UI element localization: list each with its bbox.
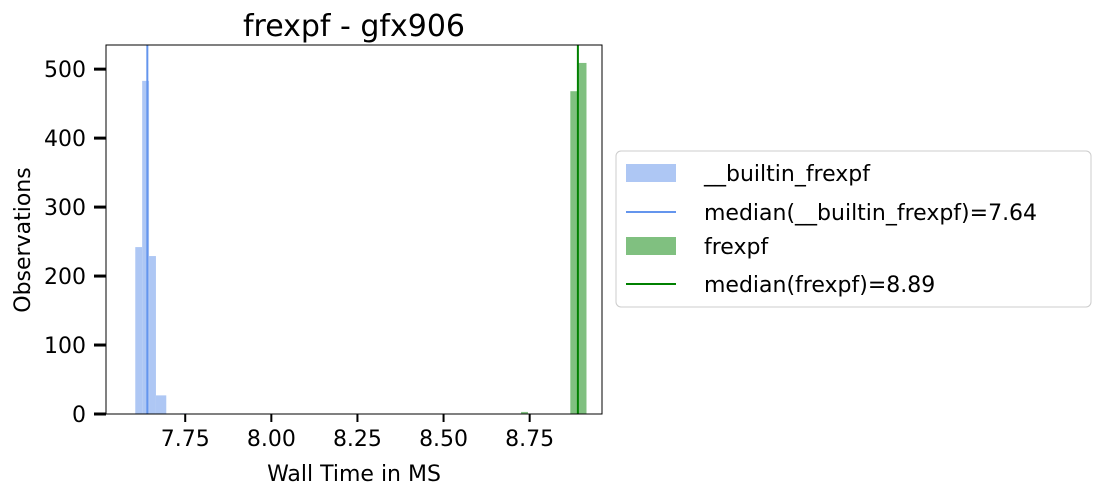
legend-label-median-frexpf: median(frexpf)=8.89 — [704, 273, 935, 298]
y-tick-label: 100 — [44, 334, 86, 359]
x-axis: 7.75 8.00 8.25 8.50 8.75 — [161, 414, 554, 452]
bar-builtin-frexpf-3 — [155, 395, 167, 414]
legend-swatch-frexpf — [626, 237, 676, 255]
legend-label-frexpf: frexpf — [704, 235, 769, 260]
chart-title: frexpf - gfx906 — [243, 9, 465, 44]
y-tick-label: 500 — [44, 58, 86, 83]
bar-frexpf-1 — [570, 91, 579, 414]
bar-builtin-frexpf-0 — [135, 247, 143, 414]
legend-swatch-builtin-frexpf — [626, 164, 676, 182]
plot-frame — [105, 44, 603, 415]
legend: __builtin_frexpf median(__builtin_frexpf… — [615, 150, 1092, 308]
x-axis-label: Wall Time in MS — [267, 462, 441, 487]
x-tick-label: 8.25 — [333, 427, 382, 452]
x-tick-label: 8.00 — [247, 427, 296, 452]
median-layer — [146, 45, 579, 414]
y-axis-label: Observations — [11, 167, 36, 312]
bar-frexpf-0 — [521, 411, 528, 414]
x-tick-label: 8.50 — [419, 427, 468, 452]
y-tick-label: 0 — [72, 403, 86, 428]
y-tick-label: 400 — [44, 127, 86, 152]
legend-label-median-builtin-frexpf: median(__builtin_frexpf)=7.64 — [704, 201, 1037, 226]
bar-frexpf-2 — [578, 62, 587, 414]
bar-builtin-frexpf-1 — [142, 80, 150, 414]
y-axis: 0 100 200 300 400 500 — [44, 58, 106, 428]
y-tick-label: 200 — [44, 265, 86, 290]
x-tick-label: 7.75 — [161, 427, 210, 452]
x-tick-label: 8.75 — [505, 427, 554, 452]
legend-frame — [615, 150, 1092, 308]
legend-label-builtin-frexpf: __builtin_frexpf — [703, 162, 871, 187]
bars-layer — [135, 62, 587, 414]
y-tick-label: 300 — [44, 196, 86, 221]
bar-builtin-frexpf-2 — [149, 256, 156, 414]
